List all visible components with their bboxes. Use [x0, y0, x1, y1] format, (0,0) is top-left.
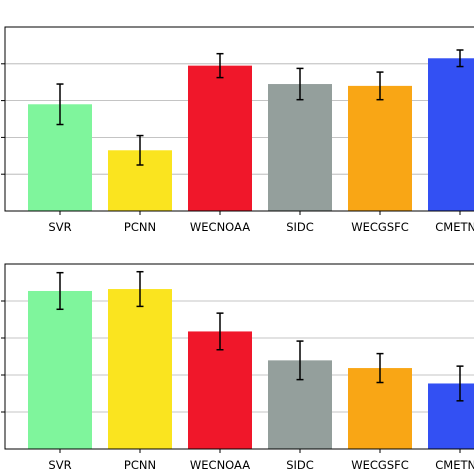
bar-pcnn — [108, 289, 172, 449]
bar-wecgsfc — [348, 85, 412, 211]
x-tick-label: CMETNN — [435, 220, 474, 234]
x-tick-label: WECNOAA — [190, 220, 250, 234]
top-bar-chart: SVR PCNN WECNOAA SIDC WECGSFC CMETNN — [1, 26, 474, 234]
x-tick-label: SIDC — [286, 220, 314, 234]
x-tick-label: WECGSFC — [351, 220, 409, 234]
bar-cmetnn — [428, 58, 474, 211]
axes-frame — [4, 26, 474, 212]
x-tick-label: PCNN — [124, 458, 156, 472]
bar-svr — [28, 290, 92, 449]
x-tick-label: PCNN — [124, 220, 156, 234]
x-tick-label: SIDC — [286, 458, 314, 472]
x-tick-label: WECGSFC — [351, 458, 409, 472]
bottom-bar-chart: SVR PCNN WECNOAA SIDC WECGSFC CMETNN — [1, 263, 474, 472]
x-tick-label: SVR — [48, 220, 71, 234]
axes-frame — [4, 263, 474, 450]
bar-sidc — [268, 84, 332, 211]
bar-cmetnn — [428, 383, 474, 449]
bar-wecnoaa — [188, 331, 252, 449]
x-tick-label: WECNOAA — [190, 458, 250, 472]
x-tick-label: SVR — [48, 458, 71, 472]
bar-wecnoaa — [188, 65, 252, 211]
x-tick-label: CMETNN — [435, 458, 474, 472]
